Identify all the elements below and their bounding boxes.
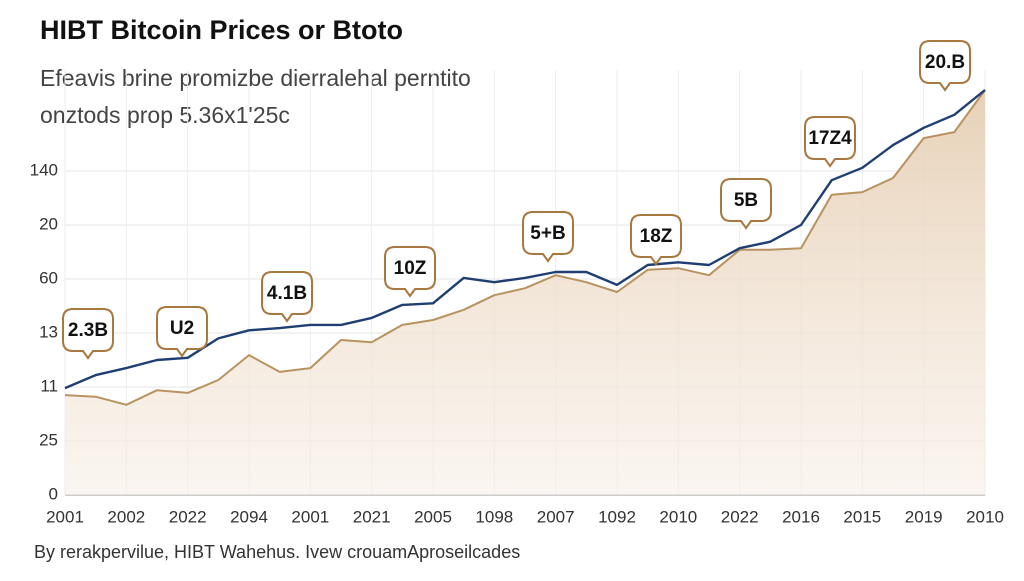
x-tick-label: 2005	[414, 507, 452, 526]
annotation-label: U2	[170, 318, 194, 339]
plot-area	[64, 89, 986, 495]
x-tick-label: 1092	[598, 507, 636, 526]
annotation-label: 5+B	[530, 223, 565, 244]
chart-subtitle: Efeavis brine promizbe dierralehal pernt…	[40, 65, 471, 91]
annotation-bubble	[720, 178, 772, 230]
x-tick-label: 2022	[169, 507, 207, 526]
annotation-label: 2.3B	[68, 320, 108, 341]
x-tick-label: 2016	[782, 507, 820, 526]
x-tick-label: 2094	[230, 507, 268, 526]
annotation-label: 17Z4	[808, 128, 852, 149]
y-tick-label: 11	[40, 376, 58, 395]
annotation-label: 20.B	[925, 52, 965, 73]
x-tick-label: 2007	[537, 507, 575, 526]
y-tick-label: 25	[39, 430, 58, 449]
area	[65, 90, 985, 495]
chart-footer: By rerakpervilue, HIBT Wahehus. Ivew cro…	[34, 542, 520, 562]
annotation-bubble	[384, 246, 436, 298]
chart-subtitle: onztods prop 5.36x1'25c	[40, 102, 290, 128]
line	[64, 89, 986, 406]
y-tick-label: 140	[30, 160, 58, 179]
annotation-label: 4.1B	[267, 283, 307, 304]
annotation-bubble	[630, 214, 682, 266]
x-tick-label: 1098	[475, 507, 513, 526]
x-tick-label: 2010	[659, 507, 697, 526]
x-tick-label: 2001	[46, 507, 84, 526]
y-tick-label: 20	[39, 214, 58, 233]
annotation-bubble	[62, 308, 114, 360]
annotation-bubble	[804, 116, 856, 168]
x-tick-label: 2019	[905, 507, 943, 526]
x-tick-label: 2002	[107, 507, 145, 526]
annotations: 2.3B U2 4.1B 10Z 5+B 18Z 5B 17Z4 20.B	[62, 40, 971, 360]
x-tick-label: 2015	[843, 507, 881, 526]
y-tick-label: 60	[39, 268, 58, 287]
line	[64, 89, 986, 390]
y-tick-label: 13	[39, 322, 58, 341]
y-tick-label: 0	[49, 484, 58, 503]
x-tick-label: 2022	[721, 507, 759, 526]
annotation-bubble	[156, 306, 208, 358]
annotation-bubble	[522, 211, 574, 263]
annotation-bubble	[919, 40, 971, 92]
annotation-label: 10Z	[394, 258, 427, 279]
x-tick-label: 2010	[966, 507, 1004, 526]
annotation-bubble	[261, 271, 313, 323]
chart-title: HIBT Bitcoin Prices or Btoto	[40, 15, 403, 45]
x-tick-label: 2001	[291, 507, 329, 526]
annotation-label: 18Z	[640, 226, 673, 247]
x-tick-label: 2021	[353, 507, 391, 526]
annotation-label: 5B	[734, 190, 758, 211]
